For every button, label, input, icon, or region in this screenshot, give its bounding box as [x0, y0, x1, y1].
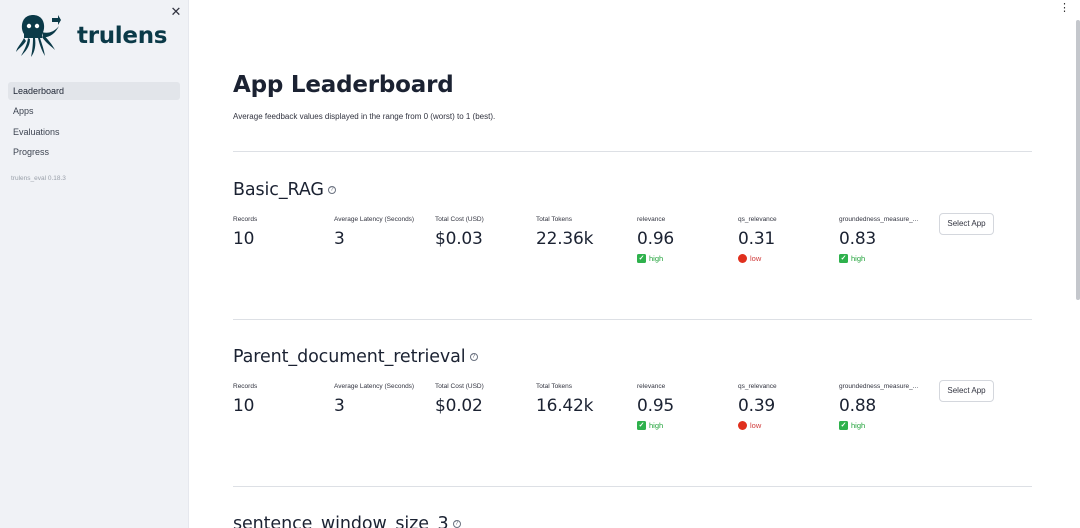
metric-label: Records	[233, 216, 258, 223]
help-icon[interactable]: ?	[452, 520, 461, 528]
metric-value: $0.03	[435, 229, 483, 249]
metric-label: Average Latency (Seconds)	[334, 383, 415, 390]
red-circle-icon	[738, 253, 747, 263]
app-title: Parent_document_retrieval ?	[233, 347, 478, 367]
app-title: Basic_RAG ?	[233, 180, 336, 200]
metric-relevance: relevance 0.96 ✓ high	[637, 215, 735, 263]
nav-item-apps[interactable]: Apps	[13, 106, 34, 117]
status-text: high	[851, 253, 866, 263]
status-badge: low	[738, 420, 836, 430]
metric-value: 0.95	[637, 396, 675, 416]
metric-records: Records 10	[233, 215, 331, 250]
metric-label: groundedness_measure_...	[839, 216, 919, 223]
metric-value: 10	[233, 229, 255, 249]
metric-label: qs_relevance	[738, 383, 777, 390]
metric-value: 0.83	[839, 229, 877, 249]
check-icon: ✓	[839, 253, 848, 263]
help-icon[interactable]: ?	[327, 186, 336, 194]
metric-groundedness: groundedness_measure_... 0.88 ✓ high	[839, 382, 937, 430]
check-icon: ✓	[637, 253, 646, 263]
app-name: Parent_document_retrieval	[233, 347, 466, 367]
status-badge: ✓ high	[839, 420, 937, 430]
metric-tokens: Total Tokens 16.42k	[536, 382, 634, 417]
status-badge: ✓ high	[839, 253, 937, 263]
metric-cost: Total Cost (USD) $0.03	[435, 215, 533, 250]
status-badge: low	[738, 253, 836, 263]
metric-tokens: Total Tokens 22.36k	[536, 215, 634, 250]
red-circle-icon	[738, 420, 747, 430]
metric-label: Total Cost (USD)	[435, 383, 484, 390]
metric-records: Records 10	[233, 382, 331, 417]
squid-logo-icon	[16, 15, 61, 57]
metric-groundedness: groundedness_measure_... 0.83 ✓ high	[839, 215, 937, 263]
nav-item-evaluations[interactable]: Evaluations	[13, 126, 60, 137]
metric-label: relevance	[637, 383, 666, 390]
metric-latency: Average Latency (Seconds) 3	[334, 215, 432, 250]
metric-qs-relevance: qs_relevance 0.31 low	[738, 215, 836, 263]
metric-label: Records	[233, 383, 258, 390]
status-text: high	[649, 253, 664, 263]
metric-value: 0.31	[738, 229, 776, 249]
status-text: high	[851, 420, 866, 430]
main-content: ⋮ App Leaderboard Average feedback value…	[189, 0, 1080, 528]
metric-label: qs_relevance	[738, 216, 777, 223]
app-name: Basic_RAG	[233, 180, 324, 200]
brand-name: trulens	[77, 23, 168, 49]
metric-label: Total Tokens	[536, 383, 573, 390]
metric-relevance: relevance 0.95 ✓ high	[637, 382, 735, 430]
app-title: sentence_window_size_3 ?	[233, 514, 461, 528]
help-icon[interactable]: ?	[469, 353, 478, 361]
brand-logo: trulens	[15, 14, 167, 58]
select-app-button[interactable]: Select App	[939, 380, 994, 402]
nav-item-leaderboard[interactable]: Leaderboard	[8, 82, 180, 100]
metric-value: $0.02	[435, 396, 483, 416]
metric-label: Average Latency (Seconds)	[334, 216, 415, 223]
sidebar: ✕ trulens Leaderboard Apps Evaluations P…	[0, 0, 189, 528]
metric-value: 16.42k	[536, 396, 594, 416]
status-badge: ✓ high	[637, 253, 735, 263]
check-icon: ✓	[839, 420, 848, 430]
metric-value: 0.39	[738, 396, 776, 416]
metric-value: 3	[334, 396, 345, 416]
app-name: sentence_window_size_3	[233, 514, 449, 528]
metric-label: relevance	[637, 216, 666, 223]
page-title: App Leaderboard	[233, 72, 454, 98]
metric-value: 10	[233, 396, 255, 416]
divider	[233, 151, 1032, 152]
kebab-menu-icon[interactable]: ⋮	[1059, 2, 1070, 14]
page-subtitle: Average feedback values displayed in the…	[233, 112, 496, 121]
close-icon[interactable]: ✕	[170, 4, 182, 19]
status-text: high	[649, 420, 664, 430]
divider	[233, 319, 1032, 320]
status-badge: ✓ high	[637, 420, 735, 430]
metric-label: Total Cost (USD)	[435, 216, 484, 223]
metric-label: Total Tokens	[536, 216, 573, 223]
metric-qs-relevance: qs_relevance 0.39 low	[738, 382, 836, 430]
metric-value: 0.88	[839, 396, 877, 416]
metric-latency: Average Latency (Seconds) 3	[334, 382, 432, 417]
check-icon: ✓	[637, 420, 646, 430]
metric-label: groundedness_measure_...	[839, 383, 919, 390]
metric-value: 3	[334, 229, 345, 249]
nav-item-progress[interactable]: Progress	[13, 146, 50, 157]
scrollbar[interactable]	[1076, 20, 1080, 300]
divider	[233, 486, 1032, 487]
metric-value: 0.96	[637, 229, 675, 249]
version-label: trulens_eval 0.18.3	[11, 175, 66, 182]
sidebar-nav: Leaderboard Apps Evaluations Progress	[8, 82, 180, 163]
status-text: low	[750, 420, 762, 430]
metric-value: 22.36k	[536, 229, 594, 249]
metric-cost: Total Cost (USD) $0.02	[435, 382, 533, 417]
select-app-button[interactable]: Select App	[939, 213, 994, 235]
status-text: low	[750, 253, 762, 263]
